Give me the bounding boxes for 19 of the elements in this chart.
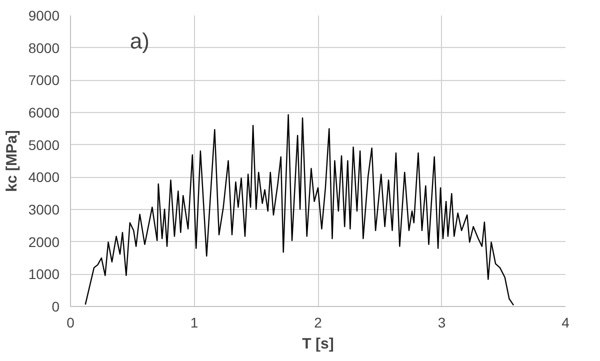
x-tick-label: 3 [438,314,446,330]
y-axis-title: kc [MPa] [3,130,20,192]
y-tick-label: 7000 [28,72,60,88]
y-tick-label: 5000 [28,136,60,153]
annotation: a) [130,28,150,54]
y-tick-label: 3000 [28,202,60,218]
y-tick-label: 4000 [28,169,60,186]
y-tick-label: 0 [52,298,60,314]
y-tick-label: 6000 [28,104,60,120]
x-tick-label: 2 [314,314,322,330]
line-series [84,114,514,306]
y-tick-label: 2000 [28,234,60,250]
x-axis-title: T [s] [302,336,334,352]
y-tick-label: 9000 [28,8,60,24]
y-tick-label: 1000 [28,266,60,282]
x-tick-label: 0 [66,314,75,330]
x-tick-label: 4 [562,314,570,330]
y-tick-label: 8000 [28,40,60,56]
x-tick-label: 1 [190,314,198,330]
